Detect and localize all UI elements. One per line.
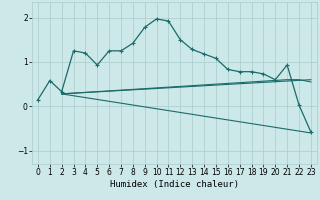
X-axis label: Humidex (Indice chaleur): Humidex (Indice chaleur) — [110, 180, 239, 189]
